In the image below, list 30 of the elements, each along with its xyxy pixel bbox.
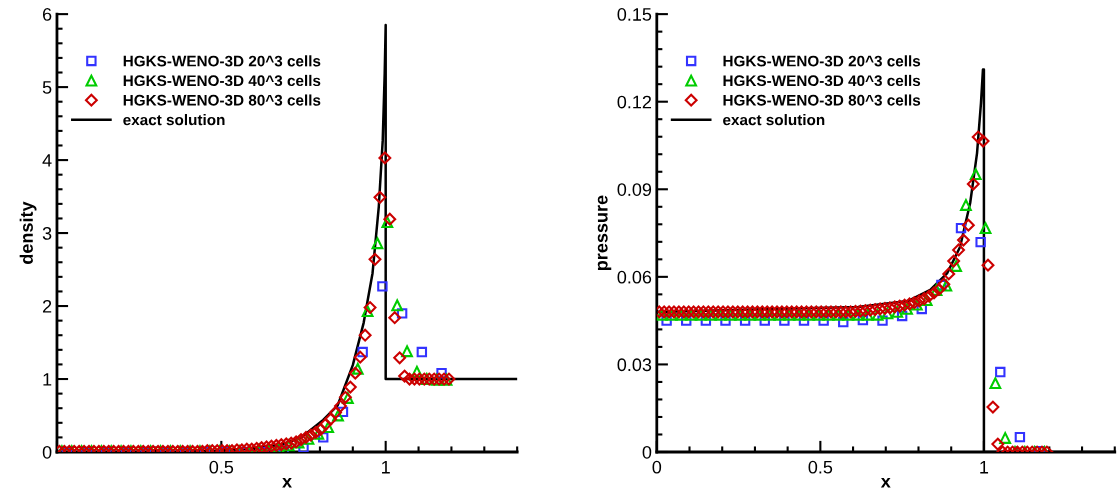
legend-label: HGKS-WENO-3D 40^3 cells <box>123 74 321 87</box>
legend-label: HGKS-WENO-3D 80^3 cells <box>123 94 321 106</box>
y-tick-label: 0 <box>42 445 52 459</box>
y-tick-label: 2 <box>42 299 52 313</box>
legend-label: exact solution <box>723 114 825 126</box>
legend-label: HGKS-WENO-3D 20^3 cells <box>723 55 921 67</box>
x-tick-label: 0 <box>652 460 662 474</box>
y-tick-label: 5 <box>42 81 52 94</box>
legend-label: exact solution <box>123 114 225 126</box>
y-tick-label: 0.03 <box>617 358 652 372</box>
legend-label: HGKS-WENO-3D 80^3 cells <box>723 94 921 106</box>
y-axis-title: pressure <box>597 195 612 271</box>
y-tick-label: 0 <box>642 445 652 459</box>
x-tick-label: 1 <box>382 461 390 474</box>
x-tick-label: 1 <box>980 461 989 474</box>
legend-label: HGKS-WENO-3D 20^3 cells <box>123 55 321 67</box>
y-tick-label: 3 <box>42 226 52 240</box>
y-tick-label: 0.15 <box>617 8 652 21</box>
y-tick-label: 4 <box>42 154 52 167</box>
y-tick-label: 0.09 <box>617 183 652 196</box>
y-tick-label: 0.12 <box>617 95 652 109</box>
y-tick-label: 6 <box>42 8 52 21</box>
y-axis-title: density <box>19 201 37 264</box>
x-axis-title: x <box>880 477 891 488</box>
x-tick-label: 0.5 <box>209 460 234 474</box>
legend-label: HGKS-WENO-3D 40^3 cells <box>723 74 921 87</box>
x-tick-label: 0.5 <box>808 460 833 474</box>
x-axis-title: x <box>282 477 292 488</box>
y-tick-label: 0.06 <box>617 270 652 284</box>
y-tick-label: 1 <box>43 373 52 386</box>
